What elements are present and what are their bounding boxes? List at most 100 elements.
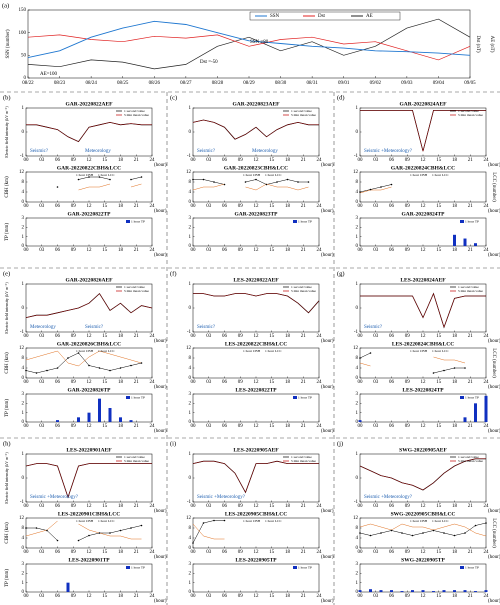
y-tick-label: 2 xyxy=(356,571,359,576)
legend-label: 1 hour CBH xyxy=(410,519,428,523)
y-tick-label: 0 xyxy=(189,376,192,381)
tp-bar xyxy=(474,591,477,592)
y-tick-label: 3 xyxy=(356,392,359,397)
cbh-point xyxy=(297,181,299,183)
cbh-point xyxy=(98,367,101,369)
subplot-title: GAR-20220824AEF xyxy=(399,101,447,107)
y-tick-label: 3 xyxy=(22,216,25,221)
legend-label: 1 hour LCC xyxy=(98,349,115,353)
legend-swatch xyxy=(293,396,297,399)
y-tick-label: 0 xyxy=(189,476,192,481)
y-tick-label: 0 xyxy=(356,306,359,311)
x-tick-label: 18 xyxy=(118,248,124,253)
legend-label: 5 min mean value xyxy=(291,289,316,293)
x-tick-label: 15 xyxy=(269,504,275,509)
x-unit: (hour) xyxy=(154,253,167,258)
cbh-line xyxy=(130,176,142,180)
x-tick-label: 08/27 xyxy=(180,81,192,86)
x-tick-label: 24 xyxy=(150,204,156,209)
cbh-point xyxy=(432,372,435,374)
x-tick-label: 08/25 xyxy=(117,81,129,86)
y-tick-label: 2 xyxy=(22,571,25,576)
y-tick-label: 0 xyxy=(356,376,359,381)
x-tick-label: 03 xyxy=(206,248,212,253)
annotation: Seismic +Meteorology? xyxy=(364,149,413,154)
cbh-point xyxy=(130,527,132,529)
x-tick-label: 08/22 xyxy=(22,81,34,86)
x-tick-label: 12 xyxy=(421,550,427,555)
aef-mean-line xyxy=(26,122,152,142)
ae-line xyxy=(27,18,471,70)
x-tick-label: 08/29 xyxy=(243,81,255,86)
x-tick-label: 24 xyxy=(484,550,490,555)
x-tick-label: 06 xyxy=(222,594,228,599)
y-axis-label: Electric field intensity (kV m⁻¹) xyxy=(4,106,9,158)
subplot-title: LES-20220822TP xyxy=(235,387,277,393)
legend-swatch xyxy=(126,220,130,223)
x-tick-label: 12 xyxy=(421,594,427,599)
y-tick-label: 0 xyxy=(189,244,192,249)
x-tick-label: 00 xyxy=(191,550,197,555)
cbh-point xyxy=(192,542,194,544)
y-tick-label: 1 xyxy=(356,282,359,287)
x-tick-label: 24 xyxy=(150,550,156,555)
x-tick-label: 09 xyxy=(71,334,77,339)
y2-axis-label: LCC (number) xyxy=(491,518,496,548)
subplot-title: SWG-20220905AEF xyxy=(399,447,447,453)
cbh-point xyxy=(432,529,435,532)
legend-label: 1 hour LCC xyxy=(98,519,115,523)
cbh-point xyxy=(390,529,393,532)
aef-mean-line xyxy=(25,293,153,318)
annotation: Meteorology xyxy=(252,149,278,154)
panel-label: (h) xyxy=(3,440,11,447)
y-tick-label: 1 xyxy=(189,581,192,586)
x-tick-label: 06 xyxy=(222,248,228,253)
x-tick-label: 12 xyxy=(254,380,260,385)
tp-bar xyxy=(421,590,425,592)
tp-bar xyxy=(400,591,404,592)
aef-mean-line xyxy=(192,460,319,493)
x-tick-label: 00 xyxy=(24,380,30,385)
cbh-point xyxy=(380,532,382,534)
y-tick-label: 12 xyxy=(353,516,359,521)
x-tick-label: 00 xyxy=(191,504,197,509)
legend-label: 1 second value xyxy=(124,109,145,113)
x-tick-label: 15 xyxy=(102,158,108,163)
x-tick-label: 03 xyxy=(206,158,212,163)
legend-box xyxy=(249,11,401,21)
x-unit: (hour) xyxy=(488,555,500,560)
annotation: Seismic +Meteorology? xyxy=(30,495,79,500)
y-tick-label: -1 xyxy=(20,500,25,505)
lcc-line xyxy=(192,523,225,540)
cbh-point xyxy=(380,186,382,188)
x-unit: (hour) xyxy=(154,509,167,514)
x-tick-label: 24 xyxy=(317,504,323,509)
panel-label: (a) xyxy=(2,2,9,9)
x-tick-label: 21 xyxy=(134,158,140,163)
legend-label: 1 hour TP xyxy=(298,565,312,569)
cbh-point xyxy=(411,534,414,537)
x-tick-label: 03 xyxy=(373,248,379,253)
x-tick-label: 00 xyxy=(191,424,197,429)
y-tick-label: 0 xyxy=(189,420,192,425)
cbh-point xyxy=(359,357,361,359)
x-tick-label: 24 xyxy=(484,158,490,163)
cbh-point xyxy=(359,191,361,193)
x-tick-label: 06 xyxy=(222,380,228,385)
x-tick-label: 12 xyxy=(87,594,93,599)
lcc-line xyxy=(25,520,58,537)
x-unit: (hour) xyxy=(321,509,334,514)
x-tick-label: 00 xyxy=(24,550,30,555)
x-tick-label: 24 xyxy=(484,504,490,509)
x-tick-label: 06 xyxy=(55,550,61,555)
x-tick-label: 18 xyxy=(285,204,291,209)
x-tick-label: 03 xyxy=(206,334,212,339)
aef-line xyxy=(193,293,320,314)
x-tick-label: 09 xyxy=(405,204,411,209)
x-tick-label: 21 xyxy=(134,204,140,209)
y-axis-label: TP (mm) xyxy=(5,223,10,241)
x-tick-label: 18 xyxy=(285,380,291,385)
x-tick-label: 00 xyxy=(24,334,30,339)
x-unit: (hour) xyxy=(321,429,334,434)
y-tick-label: 1 xyxy=(22,235,25,240)
